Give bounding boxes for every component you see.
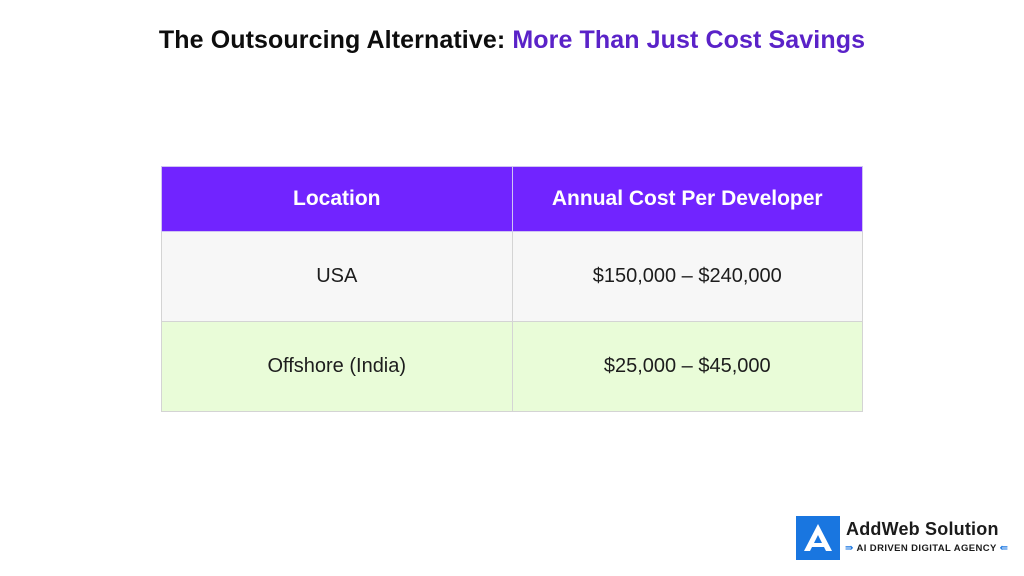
logo-a-glyph <box>804 524 832 551</box>
logo-name: AddWeb Solution <box>846 519 999 539</box>
cell-location-usa: USA <box>161 231 513 322</box>
cell-cost-usa: $150,000 – $240,000 <box>511 231 863 322</box>
page-title: The Outsourcing Alternative: More Than J… <box>0 26 1024 55</box>
cell-cost-offshore: $25,000 – $45,000 <box>511 321 863 412</box>
chevron-right-icon: ⇛ <box>845 543 854 554</box>
header-annual-cost: Annual Cost Per Developer <box>511 166 863 232</box>
table-header-row: Location Annual Cost Per Developer <box>161 166 863 232</box>
table-body: USA $150,000 – $240,000 Offshore (India)… <box>161 231 863 412</box>
page-title-main: The Outsourcing Alternative: <box>158 26 513 54</box>
cell-location-offshore: Offshore (India) <box>161 321 513 412</box>
table-header: Location Annual Cost Per Developer <box>161 166 863 232</box>
addweb-logo: AddWeb Solution ⇛ AI DRIVEN DIGITAL AGEN… <box>796 516 1010 562</box>
cost-comparison-table: Location Annual Cost Per Developer USA $… <box>161 166 863 412</box>
table-row-usa: USA $150,000 – $240,000 <box>161 231 863 322</box>
table-row-offshore: Offshore (India) $25,000 – $45,000 <box>161 321 863 412</box>
header-location: Location <box>161 166 513 232</box>
logo-tagline: ⇛ AI DRIVEN DIGITAL AGENCY ⇚ <box>845 543 1008 554</box>
addweb-logo-icon <box>796 516 840 560</box>
chevron-left-icon: ⇚ <box>999 543 1009 554</box>
page-title-accent: More Than Just Cost Savings <box>512 26 866 54</box>
logo-tagline-text: AI DRIVEN DIGITAL AGENCY <box>856 543 997 554</box>
